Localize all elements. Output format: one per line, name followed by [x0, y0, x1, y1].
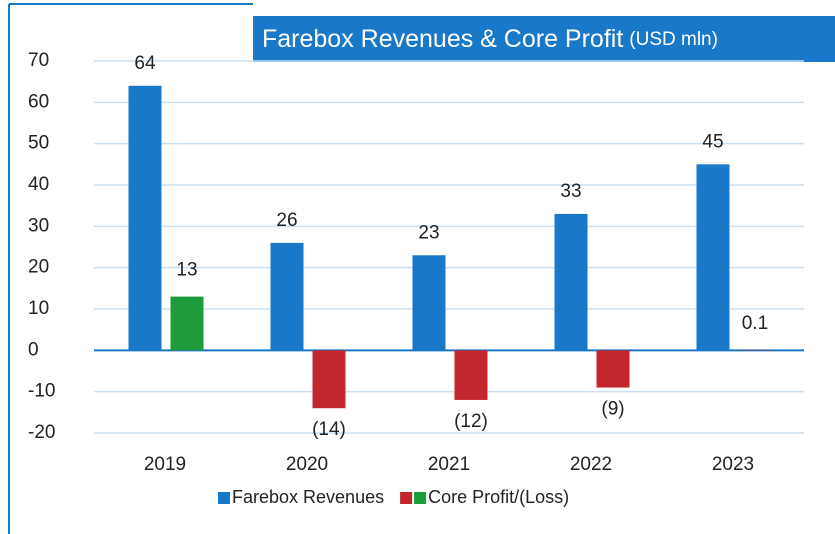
y-tick-label: 50: [28, 133, 49, 154]
bar: [596, 350, 630, 388]
legend-label: Farebox Revenues: [232, 487, 384, 507]
y-tick-label: 10: [28, 298, 49, 319]
data-label: 26: [276, 210, 297, 231]
data-label: 0.1: [742, 313, 768, 334]
data-label: 13: [176, 260, 197, 281]
title-box: [253, 16, 835, 62]
y-tick-label: 40: [28, 174, 49, 195]
x-tick-label: 2021: [428, 454, 470, 475]
bar: [170, 296, 204, 351]
y-tick-label: 20: [28, 257, 49, 278]
bar: [554, 213, 588, 351]
y-tick-label: -20: [28, 422, 55, 443]
data-label: 33: [560, 181, 581, 202]
legend-swatch: [414, 492, 427, 504]
bar: [454, 350, 488, 400]
data-label: (14): [312, 419, 346, 440]
legend-label: Core Profit/(Loss): [428, 487, 569, 507]
data-label: 45: [702, 131, 723, 152]
subtitle-text: (USD mln): [629, 29, 718, 50]
title-text: Farebox Revenues & Core Profit: [262, 25, 623, 53]
y-tick-label: 0: [28, 339, 39, 360]
bar: [128, 85, 162, 351]
x-tick-label: 2020: [286, 454, 328, 475]
bar: [270, 242, 304, 351]
y-tick-label: 30: [28, 215, 49, 236]
x-tick-label: 2019: [144, 454, 186, 475]
chart-title: Farebox Revenues & Core Profit (USD mln): [262, 25, 718, 53]
legend-swatch: [218, 492, 230, 504]
bar: [412, 255, 446, 351]
bar: [312, 350, 346, 409]
x-tick-label: 2022: [570, 454, 612, 475]
data-label: 23: [418, 222, 439, 243]
x-tick-label: 2023: [712, 454, 754, 475]
data-label: 64: [134, 53, 156, 74]
data-label: (9): [601, 399, 624, 420]
data-label: (12): [454, 411, 488, 432]
y-tick-label: -10: [28, 381, 55, 402]
legend-swatch: [400, 492, 413, 504]
y-tick-label: 60: [28, 91, 49, 112]
y-tick-label: 70: [28, 50, 49, 71]
bar: [696, 164, 730, 351]
